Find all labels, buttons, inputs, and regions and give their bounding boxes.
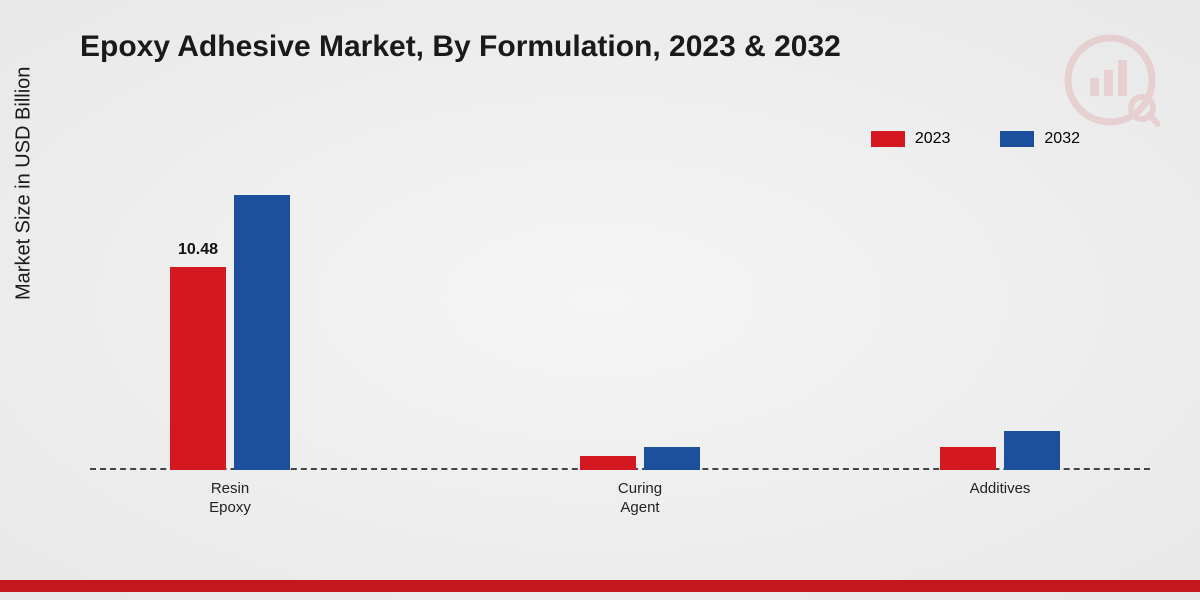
chart-title: Epoxy Adhesive Market, By Formulation, 2… bbox=[80, 30, 841, 64]
x-axis-label-additives: Additives bbox=[970, 470, 1031, 499]
legend-item-2032: 2032 bbox=[1000, 130, 1080, 148]
bar-value-label: 10.48 bbox=[178, 241, 218, 259]
y-axis-label: Market Size in USD Billion bbox=[13, 67, 36, 300]
watermark-logo-icon bbox=[1060, 30, 1160, 130]
legend: 2023 2032 bbox=[871, 130, 1080, 148]
bar-curing-agent-2032 bbox=[644, 447, 700, 470]
x-axis-label-curing-agent: Curing Agent bbox=[618, 470, 662, 518]
x-axis-label-resin-epoxy: Resin Epoxy bbox=[209, 470, 251, 518]
bar-additives-2032 bbox=[1004, 431, 1060, 470]
plot-area: 10.48 Resin Epoxy Curing Agent Additiv bbox=[90, 160, 1150, 470]
bar-curing-agent-2023 bbox=[580, 456, 636, 470]
bar-resin-epoxy-2032 bbox=[234, 195, 290, 470]
legend-label-2032: 2032 bbox=[1044, 130, 1080, 148]
legend-swatch-2032 bbox=[1000, 131, 1034, 147]
chart-container: Epoxy Adhesive Market, By Formulation, 2… bbox=[0, 0, 1200, 600]
legend-swatch-2023 bbox=[871, 131, 905, 147]
legend-label-2023: 2023 bbox=[915, 130, 951, 148]
bar-group-curing-agent: Curing Agent bbox=[540, 447, 740, 470]
bar-group-additives: Additives bbox=[900, 431, 1100, 470]
footer-accent-bar bbox=[0, 580, 1200, 592]
bar-additives-2023 bbox=[940, 447, 996, 470]
bar-resin-epoxy-2023: 10.48 bbox=[170, 267, 226, 470]
legend-item-2023: 2023 bbox=[871, 130, 951, 148]
bar-group-resin-epoxy: 10.48 Resin Epoxy bbox=[130, 195, 330, 470]
